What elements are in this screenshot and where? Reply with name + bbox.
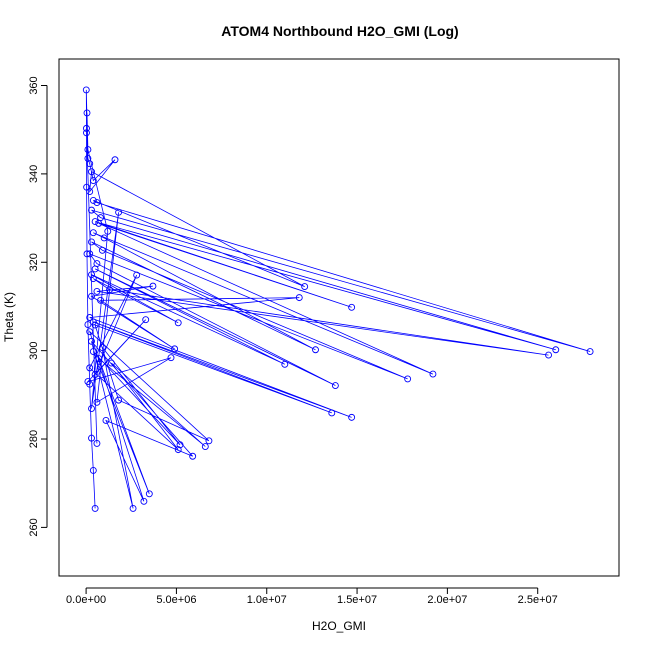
data-point-0-25 bbox=[429, 370, 437, 378]
data-point-0-43 bbox=[149, 282, 157, 290]
data-point-0-5 bbox=[83, 250, 91, 258]
data-point-0-31 bbox=[404, 375, 412, 383]
data-point-0-27 bbox=[100, 234, 108, 242]
data-point-0-14 bbox=[88, 168, 95, 176]
data-point-0-18 bbox=[586, 348, 594, 355]
data-point-0-8 bbox=[82, 86, 90, 94]
data-point-0-46 bbox=[97, 296, 104, 304]
data-point-0-58 bbox=[189, 452, 197, 460]
data-point-0-74 bbox=[167, 354, 175, 362]
data-point-0-16 bbox=[89, 196, 97, 204]
data-point-0-38 bbox=[174, 319, 182, 327]
data-point-0-11 bbox=[89, 177, 97, 184]
data-point-0-64 bbox=[145, 490, 153, 498]
data-point-0-2 bbox=[88, 434, 95, 442]
data-point-0-62 bbox=[176, 441, 184, 449]
data-point-0-22 bbox=[91, 218, 99, 226]
data-point-0-53 bbox=[115, 396, 123, 404]
data-point-0-75 bbox=[93, 398, 101, 406]
data-point-0-7 bbox=[83, 124, 90, 132]
data-point-0-73 bbox=[84, 378, 92, 386]
data-point-0-55 bbox=[86, 328, 94, 336]
y-tick-label-4: 340 bbox=[28, 165, 40, 183]
series-layer bbox=[82, 86, 594, 512]
x-tick-label-1: 5.0e+06 bbox=[156, 594, 196, 606]
data-point-0-82 bbox=[93, 439, 101, 447]
data-point-0-19 bbox=[88, 206, 95, 214]
y-tick-label-3: 320 bbox=[28, 253, 40, 271]
data-point-0-48 bbox=[86, 314, 94, 321]
data-point-0-17 bbox=[93, 199, 101, 207]
data-point-0-21 bbox=[552, 346, 560, 354]
data-point-0-42 bbox=[93, 287, 101, 295]
x-tick-label-3: 1.5e+07 bbox=[337, 594, 377, 606]
y-tick-label-2: 300 bbox=[28, 341, 40, 359]
data-point-0-61 bbox=[98, 344, 106, 351]
data-point-0-4 bbox=[84, 321, 92, 329]
x-axis: 0.0e+00 5.0e+06 1.0e+07 1.5e+07 2.0e+07 2.5e+… bbox=[66, 587, 558, 606]
data-point-0-78 bbox=[104, 227, 112, 235]
data-point-0-35 bbox=[91, 265, 99, 273]
data-point-0-34 bbox=[331, 382, 339, 389]
data-point-0-79 bbox=[84, 146, 92, 154]
data-point-0-68 bbox=[174, 446, 182, 454]
x-tick-label-0: 0.0e+00 bbox=[66, 594, 106, 606]
data-point-0-81 bbox=[83, 129, 90, 137]
y-tick-label-1: 280 bbox=[28, 430, 40, 448]
data-point-0-51 bbox=[328, 409, 336, 417]
data-point-0-76 bbox=[115, 208, 123, 216]
data-point-0-32 bbox=[86, 250, 94, 258]
data-point-0-23 bbox=[348, 303, 356, 311]
data-point-0-40 bbox=[106, 286, 114, 294]
x-tick-label-5: 2.5e+07 bbox=[518, 594, 558, 606]
data-point-0-29 bbox=[88, 238, 95, 246]
data-point-0-77 bbox=[88, 405, 95, 412]
data-point-0-26 bbox=[89, 229, 97, 237]
data-point-0-24 bbox=[95, 219, 103, 227]
data-point-0-67 bbox=[107, 359, 115, 367]
data-point-0-30 bbox=[98, 246, 106, 254]
data-point-0-60 bbox=[129, 504, 137, 512]
data-point-0-28 bbox=[312, 346, 319, 354]
y-tick-label-0: 260 bbox=[28, 518, 40, 536]
x-tick-label-4: 2.0e+07 bbox=[427, 594, 467, 606]
x-tick-label-2: 1.0e+07 bbox=[247, 594, 287, 606]
data-point-0-69 bbox=[86, 364, 94, 372]
chart-title: ATOM4 Northbound H2O_GMI (Log) bbox=[221, 23, 458, 39]
data-point-0-12 bbox=[111, 156, 119, 164]
data-point-0-70 bbox=[133, 271, 141, 279]
data-point-0-54 bbox=[205, 437, 213, 445]
data-point-0-71 bbox=[91, 371, 99, 378]
data-point-0-52 bbox=[91, 321, 99, 329]
x-axis-label: H2O_GMI bbox=[312, 619, 366, 633]
data-point-0-39 bbox=[89, 275, 97, 283]
data-point-0-1 bbox=[89, 466, 97, 474]
data-point-0-63 bbox=[89, 348, 97, 355]
y-axis: 260 280 300 320 340 360 bbox=[28, 76, 48, 537]
data-point-0-41 bbox=[545, 351, 552, 359]
data-point-0-15 bbox=[301, 283, 309, 291]
data-point-0-44 bbox=[88, 292, 95, 300]
data-point-0-72 bbox=[142, 316, 150, 324]
data-point-0-59 bbox=[88, 337, 95, 345]
y-axis-label: Theta (K) bbox=[2, 292, 16, 342]
data-point-0-66 bbox=[201, 443, 209, 450]
data-point-0-37 bbox=[88, 271, 95, 279]
data-point-0-45 bbox=[171, 345, 179, 353]
data-point-0-56 bbox=[140, 497, 148, 505]
data-point-0-47 bbox=[295, 294, 303, 302]
y-tick-label-5: 360 bbox=[28, 76, 40, 94]
data-point-0-57 bbox=[102, 417, 110, 424]
data-point-0-65 bbox=[95, 355, 103, 363]
data-point-0-49 bbox=[348, 413, 356, 421]
data-point-0-0 bbox=[91, 504, 99, 512]
data-point-0-36 bbox=[281, 360, 289, 368]
plot-frame bbox=[58, 58, 620, 577]
data-point-0-13 bbox=[86, 188, 94, 196]
data-point-0-80 bbox=[83, 109, 91, 117]
data-point-0-10 bbox=[86, 160, 94, 168]
